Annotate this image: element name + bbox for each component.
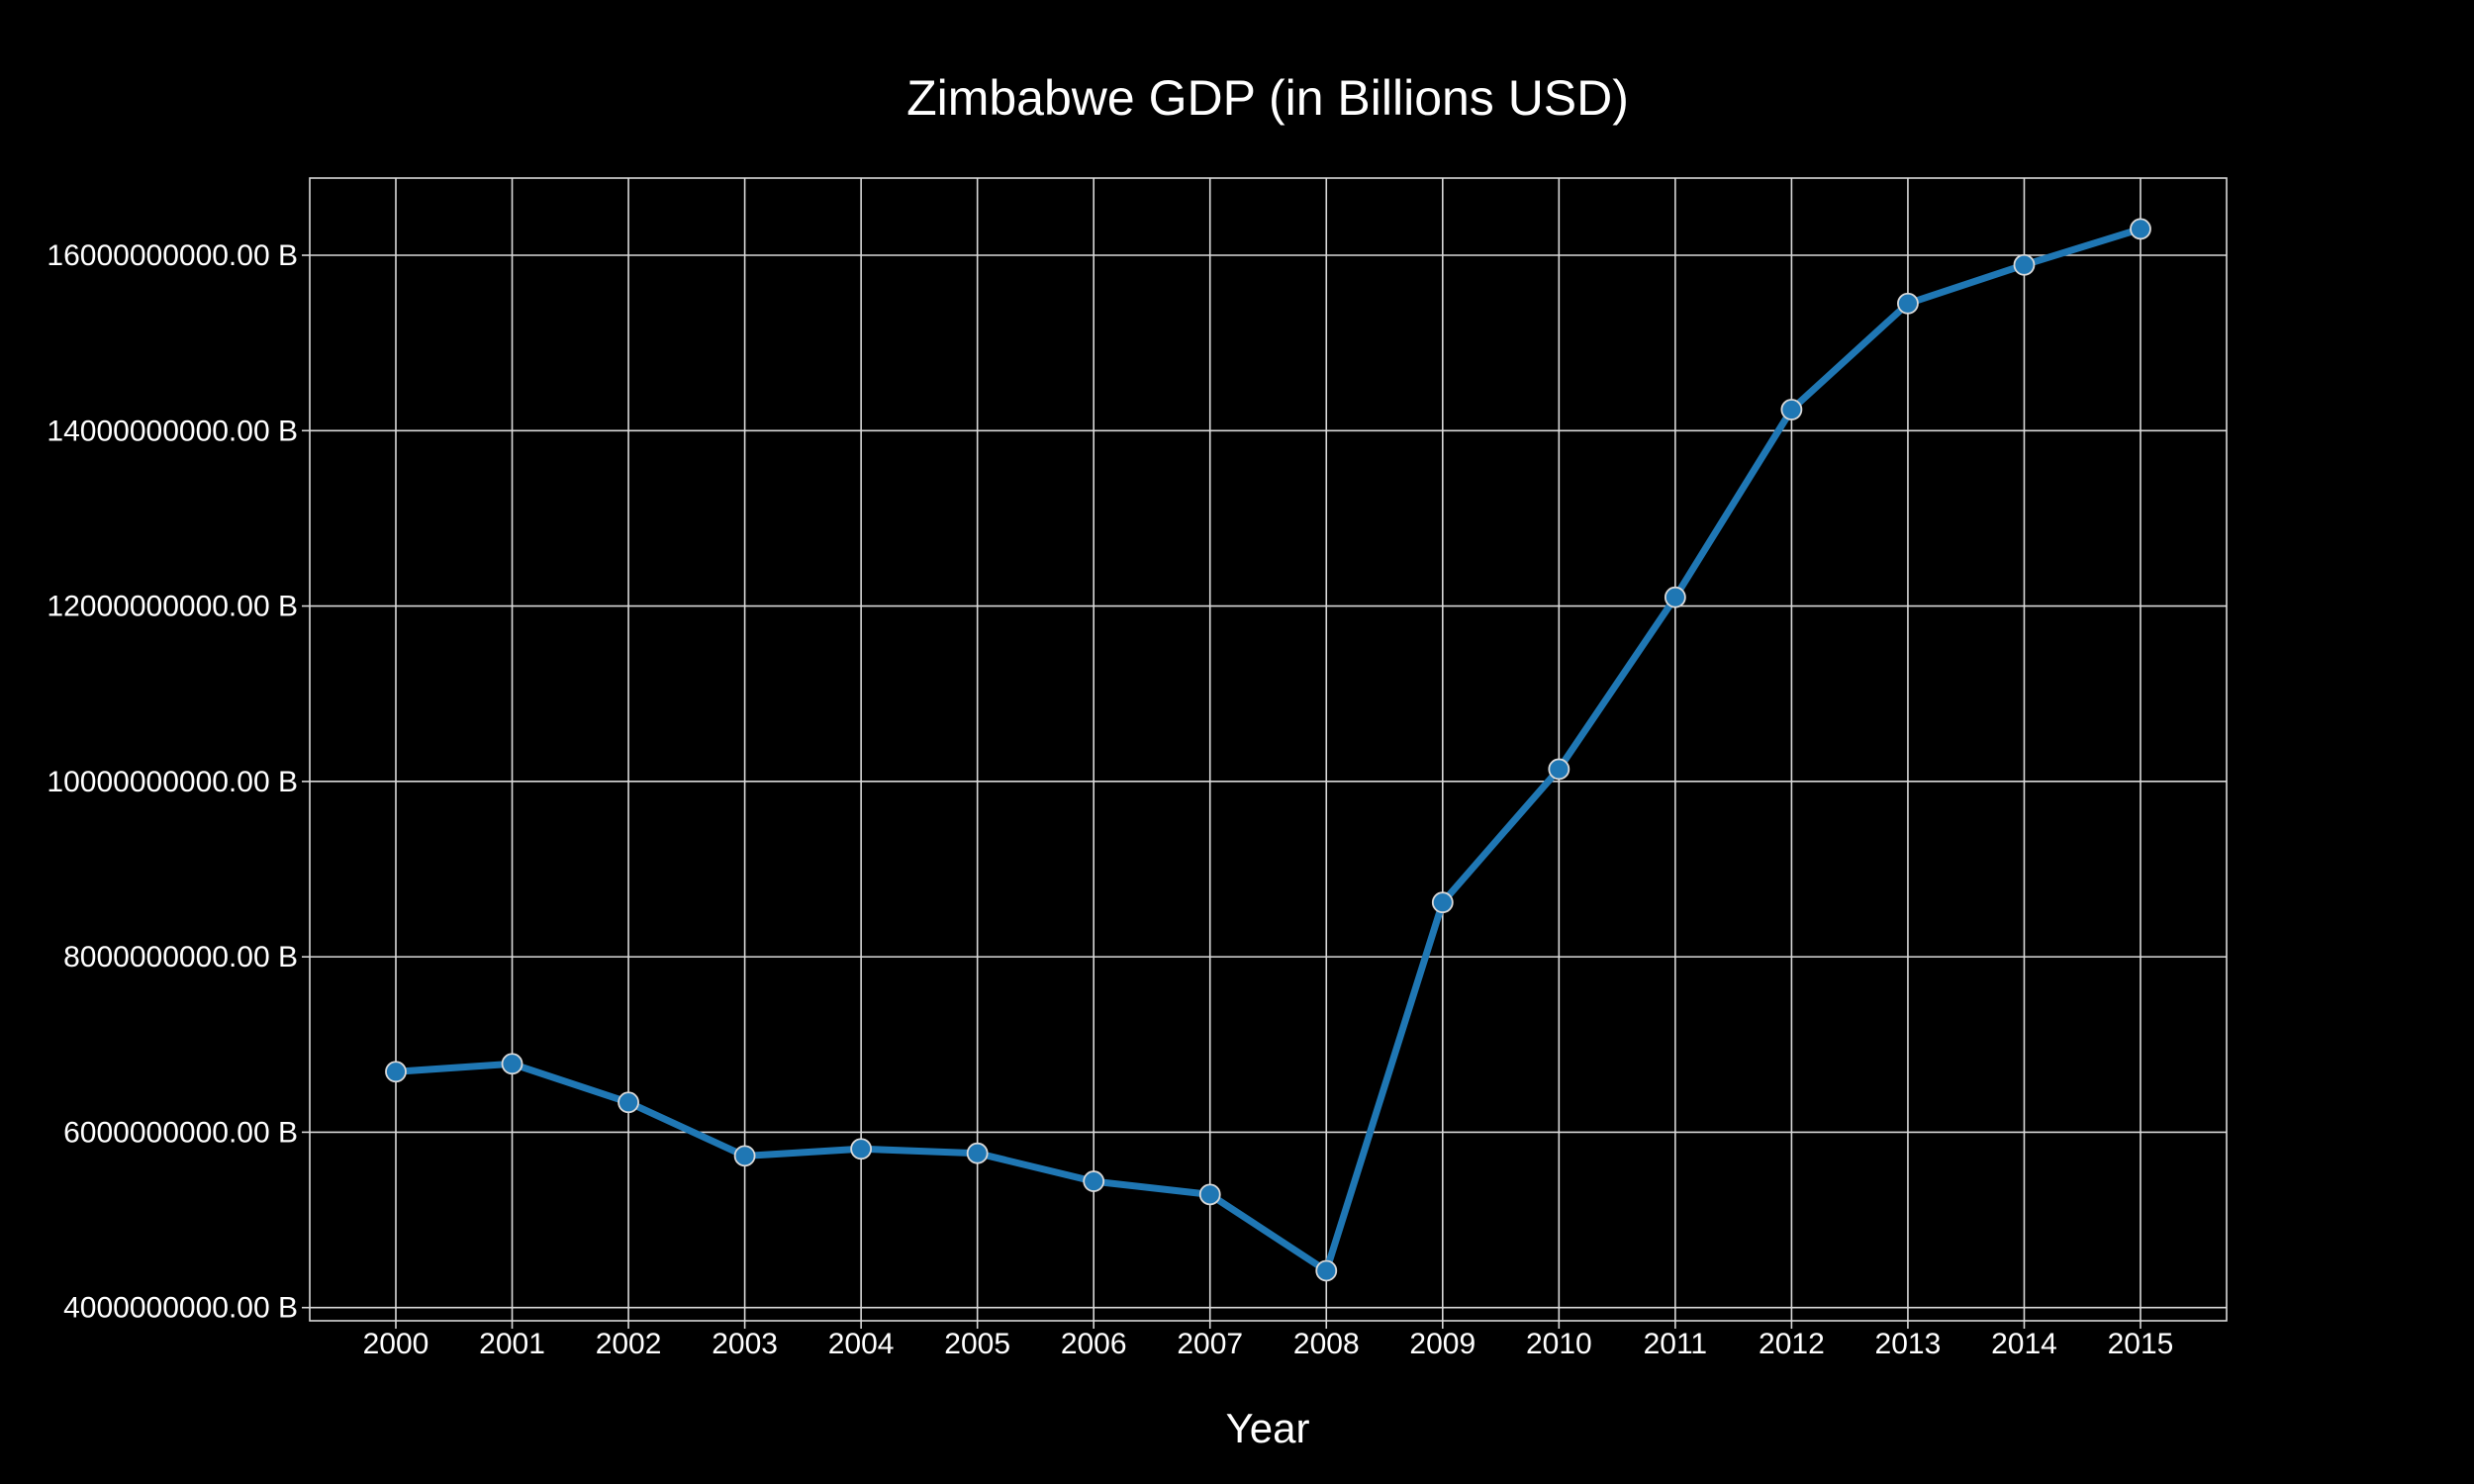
x-tick-label: 2009 (1409, 1328, 1475, 1360)
series-group (385, 218, 2151, 1282)
x-tick-label: 2002 (596, 1328, 662, 1360)
plot-frame (309, 177, 2228, 1322)
data-point (1897, 292, 1919, 315)
chart-title: Zimbabwe GDP (in Billions USD) (906, 70, 1629, 126)
y-tick-label: 8000000000.00 B (63, 941, 298, 974)
gdp-line (392, 225, 2144, 1274)
data-point (501, 1053, 523, 1075)
x-axis-label: Year (1226, 1405, 1310, 1451)
x-tick-label: 2012 (1759, 1328, 1825, 1360)
data-point (966, 1142, 989, 1164)
x-tick-label: 2014 (1991, 1328, 2057, 1360)
y-tick-label: 16000000000.00 B (47, 239, 298, 272)
data-point (2013, 253, 2036, 276)
y-tick-label: 10000000000.00 B (47, 766, 298, 798)
data-point (2130, 218, 2151, 240)
x-tick-label: 2000 (363, 1328, 429, 1360)
x-tick-label: 2003 (712, 1328, 778, 1360)
x-tick-label: 2015 (2108, 1328, 2174, 1360)
data-point (618, 1091, 639, 1114)
x-tick-label: 2007 (1177, 1328, 1243, 1360)
data-point (385, 1061, 407, 1083)
x-tick-label: 2005 (944, 1328, 1010, 1360)
data-point (1198, 1183, 1221, 1206)
data-point (1431, 891, 1454, 914)
y-tick-label: 6000000000.00 B (63, 1116, 298, 1149)
y-tick-label: 4000000000.00 B (63, 1292, 298, 1325)
x-tick-label: 2010 (1526, 1328, 1592, 1360)
y-axis: 4000000000.00 B 6000000000.00 B 8000000000… (47, 239, 310, 1325)
data-point (1780, 399, 1803, 420)
data-point (850, 1138, 873, 1160)
y-grid (310, 254, 2227, 1309)
x-tick-label: 2011 (1644, 1328, 1708, 1360)
x-tick-label: 2004 (828, 1328, 895, 1360)
x-tick-label: 2001 (479, 1328, 545, 1360)
x-tick-label: 2008 (1293, 1328, 1360, 1360)
data-point (1083, 1170, 1105, 1192)
data-point (1315, 1259, 1338, 1282)
y-tick-label: 12000000000.00 B (47, 591, 298, 623)
data-point (1548, 758, 1570, 781)
x-grid (395, 178, 2141, 1321)
data-point (733, 1145, 756, 1167)
y-tick-label: 14000000000.00 B (47, 415, 298, 447)
data-point (1664, 586, 1686, 608)
x-tick-label: 2006 (1061, 1328, 1127, 1360)
x-tick-label: 2013 (1875, 1328, 1942, 1360)
x-axis: 2000 2001 2002 2003 2004 2005 2006 2007 2008 2009… (363, 1321, 2174, 1360)
